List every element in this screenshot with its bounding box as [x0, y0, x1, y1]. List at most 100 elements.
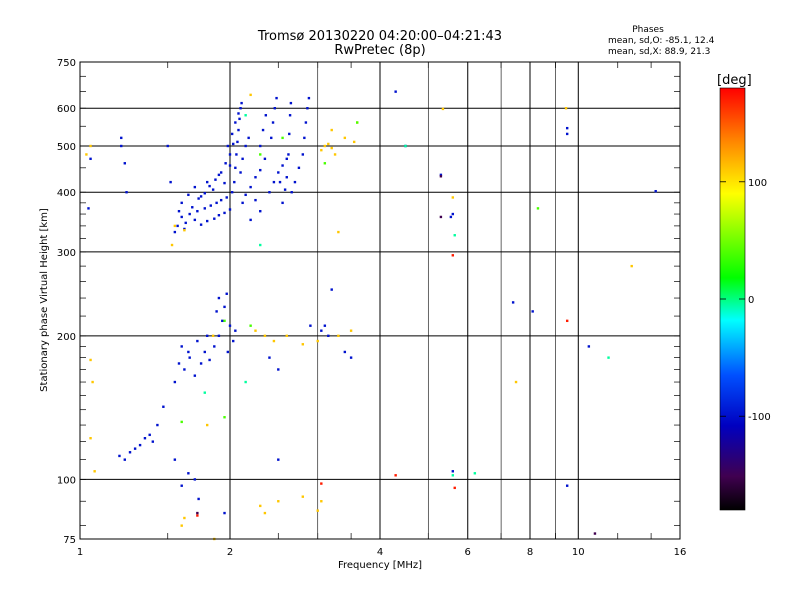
y-tick-label: 75: [63, 535, 76, 546]
data-point: [281, 201, 284, 205]
data-point: [193, 185, 197, 189]
data-point: [355, 121, 359, 124]
data-point: [199, 362, 203, 365]
data-point: [281, 164, 284, 167]
grid-lines: [80, 62, 680, 539]
data-point: [259, 504, 262, 508]
data-point: [565, 126, 569, 130]
data-point: [263, 157, 267, 161]
data-point: [205, 180, 209, 184]
data-point: [205, 423, 209, 427]
plot-frame: [79, 61, 681, 540]
data-point: [184, 221, 187, 225]
data-point: [244, 380, 247, 384]
data-point: [196, 339, 199, 343]
data-point: [151, 440, 155, 443]
data-point: [203, 391, 206, 394]
data-point: [514, 380, 518, 384]
data-point: [451, 254, 455, 257]
data-point: [123, 162, 126, 165]
data-point: [451, 212, 455, 216]
data-point: [263, 511, 267, 515]
data-point: [277, 458, 280, 461]
data-point: [275, 96, 278, 100]
data-point: [225, 196, 228, 199]
data-point: [180, 484, 183, 487]
data-point: [254, 329, 257, 332]
data-point: [451, 196, 455, 199]
data-point: [180, 201, 183, 205]
data-point: [453, 234, 456, 237]
data-point: [221, 319, 224, 323]
data-point: [320, 482, 323, 485]
data-point: [187, 350, 190, 354]
data-point: [587, 345, 591, 348]
data-point: [169, 180, 172, 184]
data-point: [285, 157, 288, 161]
data-point: [230, 191, 234, 194]
data-point: [199, 195, 203, 198]
data-point: [193, 218, 197, 222]
data-point: [316, 509, 319, 512]
data-point: [449, 215, 453, 219]
data-point: [173, 230, 177, 234]
data-point: [223, 305, 226, 309]
data-point: [223, 211, 226, 215]
axis-ticks: 1 2 4 6 8 10 16 75 100 200 300 400 500 600 750: [57, 58, 686, 558]
data-point: [180, 215, 183, 219]
data-point: [183, 227, 186, 231]
data-point: [241, 201, 244, 205]
data-point: [239, 171, 242, 174]
data-point: [217, 214, 221, 217]
data-point: [225, 292, 228, 295]
data-point: [211, 188, 215, 191]
data-point: [123, 458, 126, 461]
data-point: [203, 350, 206, 354]
x-axis-label: Frequency [MHz]: [338, 560, 422, 571]
data-point: [89, 157, 92, 161]
data-point: [301, 495, 305, 498]
data-point: [193, 374, 197, 377]
data-point: [223, 511, 226, 515]
data-point: [261, 128, 265, 132]
data-point: [93, 470, 96, 473]
data-point: [226, 350, 230, 354]
phases-heading: Phases: [632, 25, 664, 35]
data-point: [249, 93, 252, 97]
data-point: [349, 356, 353, 359]
data-point: [85, 153, 88, 156]
data-point: [180, 345, 183, 348]
data-point: [439, 175, 443, 178]
data-point: [565, 319, 569, 323]
data-point: [213, 345, 216, 348]
data-point: [228, 164, 232, 167]
phases-o-stats: mean, sd,O: -85.1, 12.4: [608, 36, 715, 46]
data-point: [330, 128, 333, 132]
data-point: [180, 524, 183, 527]
data-point: [196, 511, 199, 515]
x-tick-label: 10: [572, 547, 585, 558]
y-tick-label: 200: [57, 332, 76, 343]
phases-x-stats: mean, sd,X: 88.9, 21.3: [608, 47, 710, 57]
data-point: [281, 136, 284, 140]
data-point: [208, 184, 211, 188]
y-tick-label: 100: [57, 475, 76, 486]
data-point: [473, 472, 477, 475]
y-axis-label: Stationary phase Virtual Height [km]: [39, 208, 50, 392]
data-point: [191, 206, 194, 209]
data-point: [170, 243, 174, 247]
data-point: [352, 140, 356, 144]
data-point: [307, 96, 311, 100]
data-point: [285, 176, 288, 179]
data-point: [330, 288, 333, 291]
colorbar-tick-label: -100: [748, 412, 771, 423]
data-point: [277, 368, 280, 371]
data-point: [254, 176, 257, 179]
data-point: [244, 193, 247, 197]
data-point: [89, 358, 92, 362]
colorbar-tick-label: 0: [748, 295, 754, 306]
data-point: [273, 107, 276, 110]
data-point: [327, 142, 330, 146]
data-point: [288, 114, 292, 117]
